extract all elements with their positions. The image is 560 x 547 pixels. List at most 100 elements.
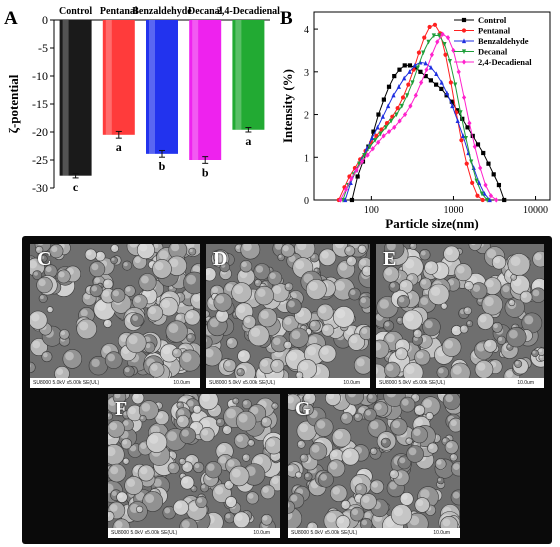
sem-particle [112, 394, 127, 404]
sem-particle [303, 472, 313, 481]
sem-particle-highlight [271, 477, 279, 485]
series-point [448, 80, 453, 85]
series-line [344, 61, 491, 201]
sem-particle-highlight [274, 244, 283, 250]
sem-particle-highlight [91, 263, 99, 271]
sem-particle-highlight [43, 352, 48, 358]
sem-particle [188, 247, 197, 256]
sem-particle [363, 408, 377, 422]
sem-particle-highlight [33, 271, 38, 276]
series-point [453, 82, 458, 88]
bar-3 [189, 20, 222, 160]
sem-particle-highlight [486, 249, 497, 259]
sem-particle [330, 484, 348, 503]
sem-particle-highlight [134, 296, 141, 303]
series-point [413, 65, 418, 70]
sem-particle [120, 438, 132, 450]
sem-info-text: SU8000 5.0kV x5.00k SE(UL) [33, 380, 100, 386]
sem-particle [108, 412, 113, 421]
sem-particle-highlight [250, 327, 261, 337]
sem-particle-highlight [360, 297, 367, 303]
series-point [380, 114, 385, 119]
bar-0 [59, 20, 92, 176]
sem-particle-highlight [413, 428, 421, 436]
sem-particle [35, 245, 44, 254]
sem-particle [382, 265, 400, 283]
sem-particle [390, 418, 408, 436]
sem-particle-highlight [364, 512, 371, 519]
series-point [434, 82, 439, 87]
sem-particle-highlight [310, 321, 316, 327]
sem-particle [491, 322, 503, 333]
sem-particle-highlight [405, 365, 415, 375]
sem-particle [241, 399, 252, 410]
series-point [456, 69, 461, 75]
sem-particle-highlight [94, 277, 100, 283]
sem-particle-highlight [350, 335, 358, 344]
series-point [392, 124, 397, 130]
sem-particle-highlight [206, 311, 207, 315]
sem-particle [454, 263, 473, 282]
series-point [444, 93, 449, 98]
sem-particle-highlight [498, 337, 503, 341]
sem-particle-highlight [450, 454, 455, 458]
sem-particle [514, 359, 523, 368]
sem-panel-label: F [115, 398, 128, 420]
sem-particle [257, 307, 278, 328]
sem-particle-highlight [298, 441, 302, 445]
sem-particle-highlight [262, 515, 268, 521]
sem-particle-highlight [243, 454, 247, 459]
sem-particle-highlight [262, 486, 269, 493]
sem-particle [213, 250, 227, 264]
sem-particle [464, 280, 474, 291]
series-line [342, 35, 488, 201]
sem-particle-highlight [243, 400, 248, 405]
sem-particle-highlight [143, 290, 151, 298]
sem-particle [358, 295, 370, 309]
sem-image-benzaldehyde: E SU8000 5.0kV x5.00k SE(UL) 10.0um [376, 244, 544, 388]
sem-particle-highlight [297, 244, 307, 251]
significance-letter: c [73, 180, 79, 194]
sem-particle [173, 499, 189, 516]
series-point [432, 22, 438, 27]
sem-particle [348, 287, 361, 301]
sem-particle [215, 417, 225, 427]
sem-particle-highlight [102, 290, 110, 297]
sem-particle-highlight [135, 491, 145, 501]
sem-particle-highlight [389, 481, 397, 490]
series-point [428, 78, 433, 83]
sem-particle [288, 327, 309, 348]
sem-particle-highlight [282, 245, 289, 252]
sem-texture [108, 394, 280, 537]
sem-particle-highlight [386, 394, 396, 398]
sem-particle-highlight [225, 513, 231, 519]
sem-info-text: SU8000 5.0kV x5.00k SE(UL) [379, 380, 446, 386]
series-point [413, 92, 418, 98]
sem-info-bar: SU8000 5.0kV x5.00k SE(UL) 10.0um [30, 378, 200, 388]
series-point [386, 84, 392, 89]
sem-particle [186, 333, 196, 343]
sem-particle-highlight [314, 268, 318, 272]
sem-particle [419, 277, 432, 290]
sem-particle [123, 285, 136, 297]
sem-particle [333, 306, 355, 328]
sem-particle [349, 506, 365, 522]
sem-particle [253, 263, 271, 281]
sem-particle-highlight [305, 394, 311, 400]
sem-particle-highlight [404, 312, 414, 322]
sem-particle-highlight [476, 343, 486, 352]
sem-particle [165, 320, 188, 343]
sem-particle [388, 281, 400, 293]
sem-particle-highlight [194, 463, 200, 469]
sem-info-bar: SU8000 5.0kV x5.00k SE(UL) 10.0um [206, 378, 370, 388]
sem-particle [62, 349, 83, 369]
sem-particle-highlight [227, 459, 235, 467]
sem-particle-highlight [450, 419, 457, 427]
series-point [399, 103, 404, 109]
series-point [469, 159, 474, 165]
sem-particle [288, 500, 295, 514]
y-tick-label: -5 [38, 41, 48, 55]
sem-particle [436, 476, 445, 485]
sem-particle-highlight [173, 349, 178, 354]
sem-particle-highlight [493, 257, 501, 264]
